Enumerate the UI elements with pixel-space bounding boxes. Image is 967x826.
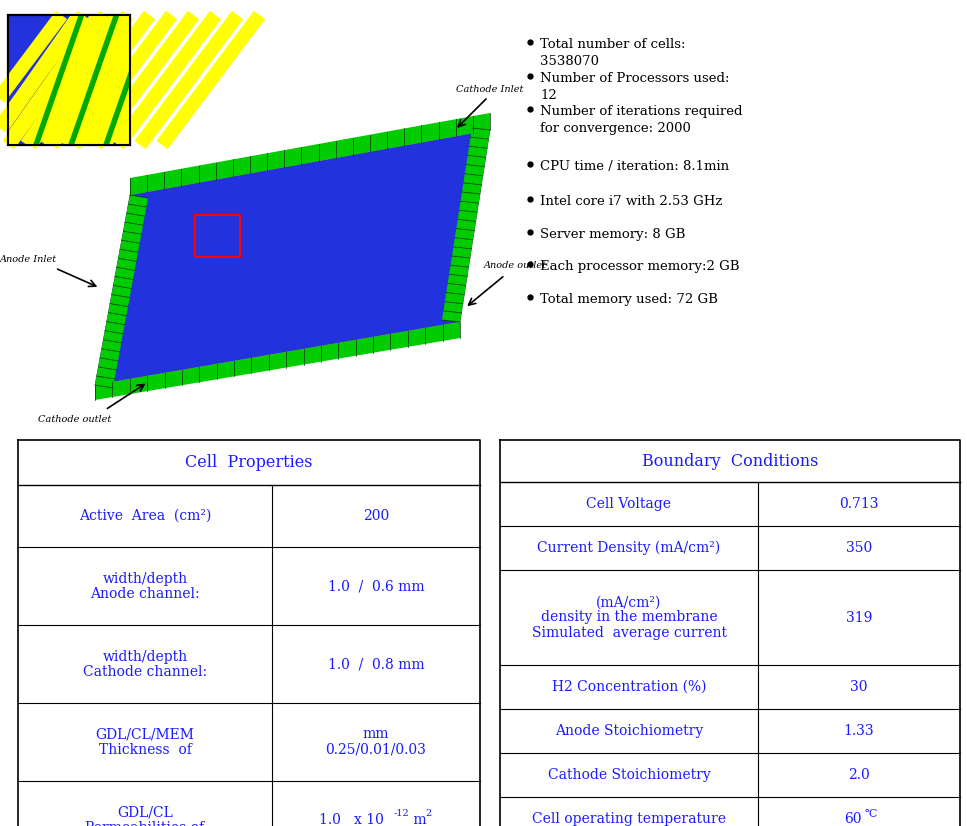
Text: Anode outlet: Anode outlet <box>484 260 546 269</box>
Text: Anode Inlet: Anode Inlet <box>0 255 56 264</box>
Bar <box>8 15 130 145</box>
Text: H2 Concentration (%): H2 Concentration (%) <box>552 680 706 694</box>
Text: Number of Processors used:: Number of Processors used: <box>540 72 729 85</box>
Polygon shape <box>95 322 460 400</box>
Text: 1.0  /  0.8 mm: 1.0 / 0.8 mm <box>328 657 425 671</box>
Text: 0.25/0.01/0.03: 0.25/0.01/0.03 <box>326 743 426 757</box>
Text: width/depth: width/depth <box>103 649 188 663</box>
Text: 2: 2 <box>425 809 431 819</box>
Text: 60: 60 <box>844 812 862 826</box>
Text: Cathode Inlet: Cathode Inlet <box>456 86 524 94</box>
Text: Cell  Properties: Cell Properties <box>186 454 312 471</box>
Text: -12: -12 <box>394 809 409 819</box>
Polygon shape <box>442 128 490 322</box>
Text: GDL/CL/MEM: GDL/CL/MEM <box>96 728 194 742</box>
Text: Cathode channel:: Cathode channel: <box>83 664 207 678</box>
Text: Cathode outlet: Cathode outlet <box>39 415 111 425</box>
Text: Active  Area  (cm²): Active Area (cm²) <box>79 509 211 523</box>
Text: Current Density (mA/cm²): Current Density (mA/cm²) <box>538 541 720 555</box>
Text: 350: 350 <box>846 541 872 555</box>
Text: CPU time / iteration: 8.1min: CPU time / iteration: 8.1min <box>540 160 729 173</box>
Text: Cell operating temperature: Cell operating temperature <box>532 812 726 826</box>
Text: 3538070: 3538070 <box>540 55 599 68</box>
Text: Intel core i7 with 2.53 GHz: Intel core i7 with 2.53 GHz <box>540 195 722 208</box>
Text: mm: mm <box>363 728 390 742</box>
Polygon shape <box>130 113 490 195</box>
Text: 12: 12 <box>540 89 557 102</box>
Text: ℃: ℃ <box>864 809 877 819</box>
Text: Total memory used: 72 GB: Total memory used: 72 GB <box>540 293 718 306</box>
Text: Thickness  of: Thickness of <box>99 743 191 757</box>
Text: density in the membrane: density in the membrane <box>541 610 718 624</box>
Text: Boundary  Conditions: Boundary Conditions <box>642 453 818 469</box>
Text: 1.0   x 10: 1.0 x 10 <box>318 813 384 826</box>
Text: Anode Stoichiometry: Anode Stoichiometry <box>555 724 703 738</box>
Text: Cathode Stoichiometry: Cathode Stoichiometry <box>547 768 711 782</box>
Bar <box>8 15 130 145</box>
Text: width/depth: width/depth <box>103 572 188 586</box>
Polygon shape <box>95 130 490 385</box>
Text: 1.0  /  0.6 mm: 1.0 / 0.6 mm <box>328 579 425 593</box>
Text: (mA/cm²): (mA/cm²) <box>597 596 661 610</box>
Text: 0.713: 0.713 <box>839 497 879 511</box>
Text: 200: 200 <box>363 509 389 523</box>
Text: GDL/CL: GDL/CL <box>117 805 173 819</box>
Text: Total number of cells:: Total number of cells: <box>540 38 686 51</box>
Polygon shape <box>95 195 148 388</box>
Text: 30: 30 <box>850 680 867 694</box>
Text: Each processor memory:2 GB: Each processor memory:2 GB <box>540 260 740 273</box>
Text: Anode channel:: Anode channel: <box>90 586 200 601</box>
Text: 319: 319 <box>846 610 872 624</box>
Text: Simulated  average current: Simulated average current <box>532 625 726 639</box>
Bar <box>8 15 130 145</box>
Text: Cell Voltage: Cell Voltage <box>587 497 671 511</box>
Text: for convergence: 2000: for convergence: 2000 <box>540 122 690 135</box>
Text: 2.0: 2.0 <box>848 768 870 782</box>
Text: m: m <box>409 813 426 826</box>
Bar <box>195 215 240 257</box>
Text: 1.33: 1.33 <box>843 724 874 738</box>
Text: Number of iterations required: Number of iterations required <box>540 105 743 118</box>
Text: Permeabilities of: Permeabilities of <box>85 820 205 826</box>
Text: Server memory: 8 GB: Server memory: 8 GB <box>540 228 686 241</box>
